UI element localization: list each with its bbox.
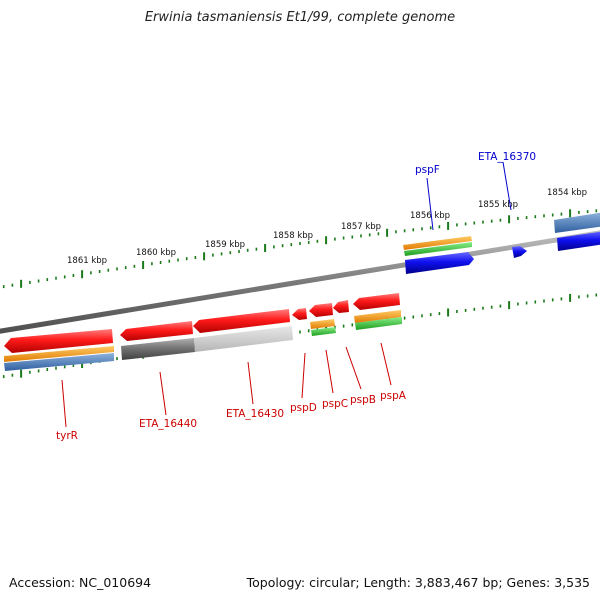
- pspC-green-track[interactable]: [311, 327, 336, 336]
- label-pspA[interactable]: pspA: [380, 390, 407, 402]
- reverse-strand-features: [4, 293, 402, 371]
- leader-pspD: [301, 352, 306, 399]
- blue-steel-track-right[interactable]: [554, 212, 600, 233]
- accession-text: Accession: NC_010694: [9, 575, 152, 590]
- pspF-orange-track[interactable]: [403, 236, 472, 250]
- gene-ETA_16440-arrow[interactable]: [120, 321, 193, 341]
- leader-pspC: [325, 349, 334, 394]
- pspC-orange-track[interactable]: [310, 319, 335, 329]
- label-tyrR[interactable]: tyrR: [56, 430, 78, 442]
- scale-label-1857: 1857 kbp: [341, 222, 381, 232]
- scale-label-1855: 1855 kbp: [478, 200, 518, 210]
- scale-label-1861: 1861 kbp: [67, 256, 107, 266]
- label-leaders: [61, 161, 512, 428]
- scale-label-1854: 1854 kbp: [547, 188, 587, 198]
- gene-pspF-arrow[interactable]: [405, 252, 474, 274]
- label-ETA_16430[interactable]: ETA_16430: [226, 408, 284, 420]
- leader-ETA_16430: [247, 361, 254, 405]
- leader-pspA: [380, 342, 392, 386]
- tyrR-steel-track[interactable]: [4, 353, 114, 371]
- gene-ETA_16430-arrow[interactable]: [193, 309, 290, 333]
- pspF-green-track[interactable]: [404, 242, 472, 256]
- gene-pspA-arrow[interactable]: [353, 293, 400, 310]
- scale-label-1858: 1858 kbp: [273, 231, 313, 241]
- tyrR-orange-track[interactable]: [4, 346, 114, 362]
- label-pspD[interactable]: pspD: [290, 402, 317, 414]
- gene-ETA_16440-pseudo[interactable]: [121, 338, 195, 360]
- gene-next-forward-arrow[interactable]: [557, 231, 600, 251]
- genome-title: Erwinia tasmaniensis Et1/99, complete ge…: [144, 10, 456, 25]
- pspA-orange-track[interactable]: [354, 310, 401, 323]
- label-pspF[interactable]: pspF: [415, 164, 440, 176]
- label-pspB[interactable]: pspB: [350, 394, 376, 406]
- leader-pspF: [426, 177, 434, 231]
- gene-ETA_16430-pseudo[interactable]: [194, 326, 293, 352]
- gene-labels: pspF ETA_16370 tyrR ETA_16440 ETA_16430 …: [56, 151, 536, 442]
- leader-tyrR: [61, 379, 67, 428]
- pspA-green-track[interactable]: [355, 317, 402, 330]
- genome-backbone: [0, 230, 600, 334]
- label-pspC[interactable]: pspC: [322, 398, 348, 410]
- genome-summary-text: Topology: circular; Length: 3,883,467 bp…: [246, 575, 590, 590]
- scale-label-1856: 1856 kbp: [410, 211, 450, 221]
- leader-pspB: [345, 346, 362, 390]
- gene-ETA_16370-arrow[interactable]: [512, 246, 527, 258]
- gene-pspD-arrow[interactable]: [292, 308, 307, 320]
- gene-pspB-arrow[interactable]: [333, 300, 349, 313]
- leader-ETA_16440: [159, 371, 167, 416]
- scale-label-1859: 1859 kbp: [205, 240, 245, 250]
- scale-label-1860: 1860 kbp: [136, 248, 176, 258]
- leader-ETA_16370: [502, 161, 512, 211]
- scale-labels: 1861 kbp 1860 kbp 1859 kbp 1858 kbp 1857…: [67, 188, 587, 266]
- scale-ticks-upper: [2, 209, 598, 289]
- gene-pspC-arrow[interactable]: [309, 303, 333, 317]
- gene-tyrR-arrow[interactable]: [4, 329, 113, 353]
- label-ETA_16370[interactable]: ETA_16370: [478, 151, 536, 163]
- label-ETA_16440[interactable]: ETA_16440: [139, 418, 197, 430]
- forward-strand-features: [403, 212, 600, 274]
